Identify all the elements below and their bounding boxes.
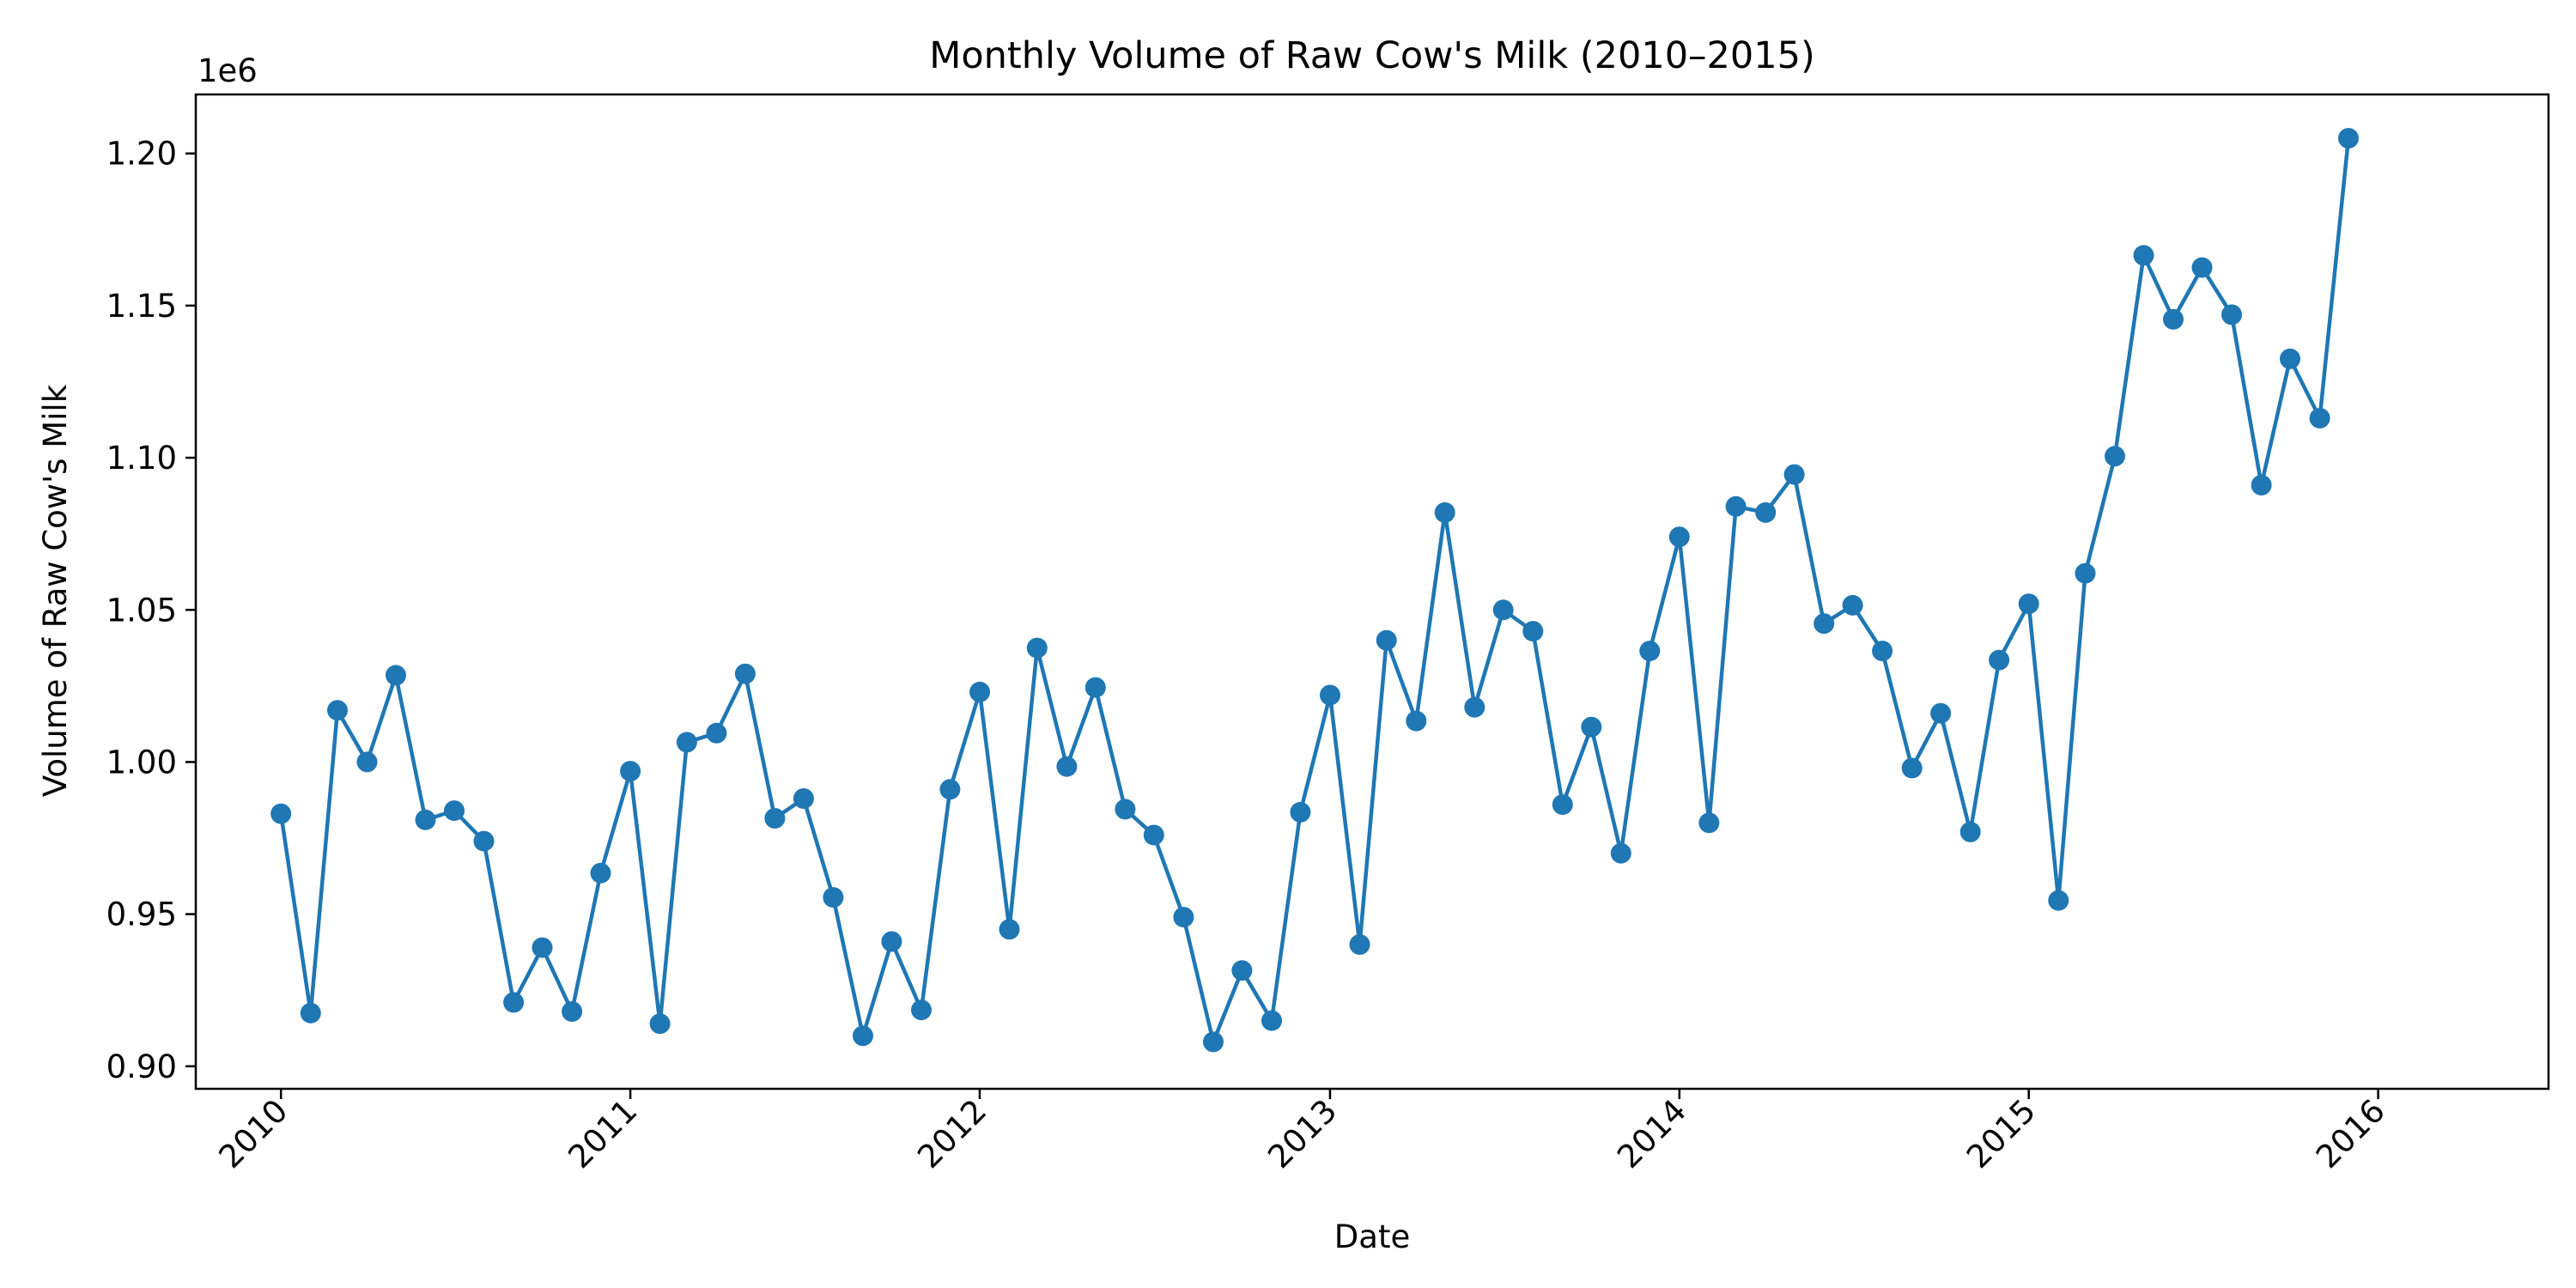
- data-point: [2163, 308, 2184, 330]
- data-point: [911, 999, 932, 1021]
- data-point: [503, 992, 525, 1013]
- data-point: [1056, 756, 1078, 777]
- data-point: [649, 1013, 671, 1035]
- data-point: [1290, 801, 1311, 823]
- data-point: [2075, 562, 2096, 584]
- data-series: [270, 128, 2359, 1053]
- data-point: [2191, 257, 2213, 278]
- y-axis-label: Volume of Raw Cow's Milk: [37, 384, 74, 797]
- data-point: [764, 808, 786, 829]
- data-point: [1698, 812, 1720, 834]
- y-tick-label: 1.00: [106, 744, 177, 781]
- data-point: [2133, 245, 2154, 266]
- y-tick-label: 1.05: [106, 592, 177, 629]
- data-point: [1406, 710, 1427, 732]
- data-point: [590, 862, 611, 884]
- data-point: [532, 937, 553, 958]
- x-tick-label: 2010: [212, 1092, 295, 1176]
- data-point: [1434, 501, 1455, 523]
- data-point: [1349, 934, 1370, 955]
- data-point: [473, 830, 495, 852]
- data-point: [823, 887, 844, 908]
- y-tick-label: 1.20: [106, 136, 177, 173]
- data-point: [2309, 408, 2330, 428]
- data-point: [1959, 821, 1981, 842]
- chart-title: Monthly Volume of Raw Cow's Milk (2010–2…: [929, 34, 1815, 77]
- data-point: [444, 800, 465, 822]
- y-tick-label: 0.90: [106, 1048, 177, 1085]
- data-point: [1261, 1010, 1282, 1031]
- data-point: [1084, 677, 1106, 698]
- data-point: [562, 1001, 583, 1022]
- series-line: [278, 137, 2351, 1044]
- data-point: [1492, 599, 1514, 621]
- data-point: [620, 761, 641, 782]
- data-point: [1930, 702, 1952, 724]
- data-point: [2221, 304, 2242, 325]
- x-tick-label: 2016: [2309, 1092, 2392, 1176]
- data-point: [1725, 495, 1747, 517]
- data-point: [1989, 649, 2010, 671]
- data-point: [1755, 501, 1777, 523]
- x-axis-ticks: 2010 2011 2012 2013 2014 2015 2016: [212, 1089, 2392, 1176]
- data-point: [969, 681, 990, 702]
- data-point: [1872, 641, 1893, 662]
- data-point: [1115, 799, 1136, 820]
- y-tick-label: 1.10: [106, 440, 177, 477]
- x-tick-label: 2013: [1261, 1092, 1344, 1176]
- data-point: [300, 1002, 321, 1024]
- plot-area-frame: [194, 93, 2550, 1091]
- x-tick-label: 2011: [561, 1092, 644, 1176]
- data-point: [386, 665, 406, 686]
- x-tick-label: 2015: [1959, 1092, 2043, 1176]
- data-point: [1639, 641, 1661, 662]
- x-tick-label: 2012: [910, 1092, 993, 1176]
- x-axis-label: Date: [1334, 1218, 1410, 1255]
- data-point: [793, 788, 814, 809]
- data-point: [1581, 716, 1602, 738]
- data-point: [1668, 526, 1690, 548]
- data-point: [1231, 960, 1253, 981]
- data-point: [356, 751, 378, 773]
- data-point: [1783, 464, 1805, 485]
- data-point: [1842, 594, 1863, 616]
- data-point: [2280, 348, 2300, 369]
- data-point: [270, 803, 292, 824]
- data-point: [734, 663, 756, 684]
- y-offset-label: 1e6: [197, 52, 258, 89]
- data-point: [2048, 890, 2069, 911]
- x-tick-label: 2014: [1610, 1092, 1693, 1176]
- data-point: [2338, 128, 2359, 149]
- data-point: [1173, 907, 1194, 928]
- data-point: [1026, 637, 1048, 659]
- y-tick-label: 1.15: [106, 288, 177, 325]
- data-point: [853, 1025, 873, 1047]
- data-point: [706, 722, 727, 744]
- data-point: [2251, 475, 2272, 495]
- data-point: [1814, 613, 1835, 635]
- data-point: [939, 779, 961, 800]
- data-point: [676, 732, 697, 753]
- y-tick-label: 0.95: [106, 896, 177, 933]
- data-point: [1464, 696, 1485, 718]
- data-point: [1901, 757, 1923, 779]
- data-point: [415, 809, 436, 830]
- data-point: [2018, 593, 2039, 615]
- data-point: [881, 931, 902, 952]
- data-point: [1320, 684, 1340, 706]
- data-point: [1376, 629, 1397, 651]
- data-point: [1203, 1031, 1224, 1053]
- data-point: [2105, 446, 2125, 467]
- data-point: [327, 700, 348, 721]
- data-point: [999, 919, 1020, 940]
- data-point: [1143, 824, 1164, 846]
- data-point: [1610, 842, 1631, 864]
- data-point: [1552, 794, 1573, 815]
- data-point: [1522, 621, 1544, 642]
- y-axis-ticks: 0.90 0.95 1.00 1.05 1.10 1.15 1.20: [106, 136, 196, 1085]
